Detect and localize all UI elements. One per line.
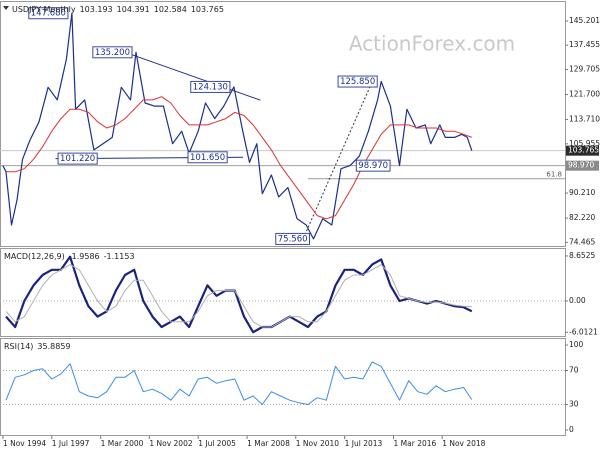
x-tick-label: 1 Mar 2016	[394, 439, 437, 448]
annotation: 101.650	[187, 151, 228, 164]
annotation-label: 101.650	[190, 153, 225, 163]
y-tick-label: 0	[569, 425, 574, 434]
annotation-label: 75.560	[278, 234, 308, 244]
annotation-box	[28, 7, 69, 20]
price-tag	[566, 160, 599, 171]
price-tag-label: 103.765	[568, 146, 599, 155]
panel-frame	[0, 1, 566, 247]
x-tick-label: 1 Jul 1997	[52, 439, 90, 448]
panel-title: RSI(14) 35.8859	[4, 342, 71, 351]
annotation-label: 101.220	[60, 154, 95, 164]
series-line	[6, 96, 472, 220]
title-text: RSI(14)	[4, 342, 33, 351]
x-tick-label: 1 Nov 2002	[149, 439, 192, 448]
title-text: MACD(12,26,9)	[4, 252, 65, 261]
x-tick-label: 1 Jul 2013	[345, 439, 383, 448]
trend-line	[304, 85, 371, 235]
annotation-box	[275, 232, 311, 245]
readout-value: 35.8859	[37, 342, 70, 351]
title-text: USDJPY Monthly	[12, 5, 76, 14]
price-tag-label: 98.970	[568, 161, 594, 170]
readout-value: 103.193	[80, 5, 113, 14]
y-tick-label: 121.700	[569, 90, 600, 99]
series-line	[5, 255, 473, 334]
annotation-box	[190, 80, 231, 93]
annotation: 98.970	[355, 159, 391, 172]
annotation: 124.130	[190, 80, 231, 93]
annotation-box	[355, 159, 391, 172]
annotation-box	[187, 151, 228, 164]
annotation-box	[57, 152, 98, 165]
panel-frame	[0, 248, 566, 337]
annotation: 125.850	[337, 75, 378, 88]
menu-arrow	[3, 6, 9, 10]
y-tick-label: 137.455	[569, 40, 600, 49]
y-tick-label: 82.220	[569, 213, 595, 222]
y-tick-label: 113.710	[569, 115, 600, 124]
y-tick-label: 129.705	[569, 64, 600, 73]
series-line	[2, 12, 473, 240]
y-tick-label: 0.00	[569, 296, 586, 305]
annotation-label: 98.970	[358, 161, 388, 171]
x-tick-label: 1 Nov 2010	[296, 439, 339, 448]
panel-title: MACD(12,26,9) -1.9586 -1.1153	[4, 252, 135, 261]
annotation: 135.200	[92, 46, 133, 59]
readout-value: 104.391	[117, 5, 150, 14]
y-tick-label: 90.210	[569, 188, 595, 197]
trend-line	[124, 51, 261, 101]
annotation: 101.220	[57, 152, 98, 165]
annotation-box	[337, 75, 378, 88]
x-tick-label: 1 Mar 2008	[247, 439, 290, 448]
panel-title: USDJPY Monthly 103.193 104.391 102.584 103.7…	[12, 5, 224, 14]
readout-value: -1.1153	[104, 252, 135, 261]
readout-value: 103.765	[191, 5, 224, 14]
series-line	[5, 361, 473, 405]
price-tag	[566, 145, 599, 156]
annotation-label: 135.200	[95, 48, 130, 58]
annotation: 75.560	[275, 232, 311, 245]
readout-value: 102.584	[154, 5, 187, 14]
series-line	[5, 264, 472, 328]
annotation-label: 125.850	[340, 77, 375, 87]
y-tick-label: 100	[569, 340, 584, 349]
y-tick-label: 105.955	[569, 139, 600, 148]
fib-label: 61.8	[546, 171, 562, 179]
y-tick-label: 145.201	[569, 16, 600, 25]
y-tick-label: 70	[569, 366, 579, 375]
y-tick-label: -6.0121	[569, 327, 598, 336]
y-tick-label: 74.465	[569, 237, 595, 246]
annotation-label: 147.680	[31, 9, 66, 19]
x-tick-label: 1 Jul 2005	[198, 439, 236, 448]
watermark: ActionForex.com	[349, 32, 515, 56]
readout-value: -1.9586	[69, 252, 100, 261]
x-tick-label: 1 Nov 2018	[442, 439, 485, 448]
annotation-box	[92, 46, 133, 59]
y-tick-label: 30	[569, 399, 579, 408]
y-tick-label: 8.6525	[569, 251, 595, 260]
annotation: 147.680	[28, 7, 69, 20]
annotation-label: 124.130	[193, 82, 228, 92]
x-tick-label: 1 Nov 1994	[3, 439, 46, 448]
panel-frame	[0, 338, 566, 436]
x-tick-label: 1 Mar 2000	[101, 439, 144, 448]
